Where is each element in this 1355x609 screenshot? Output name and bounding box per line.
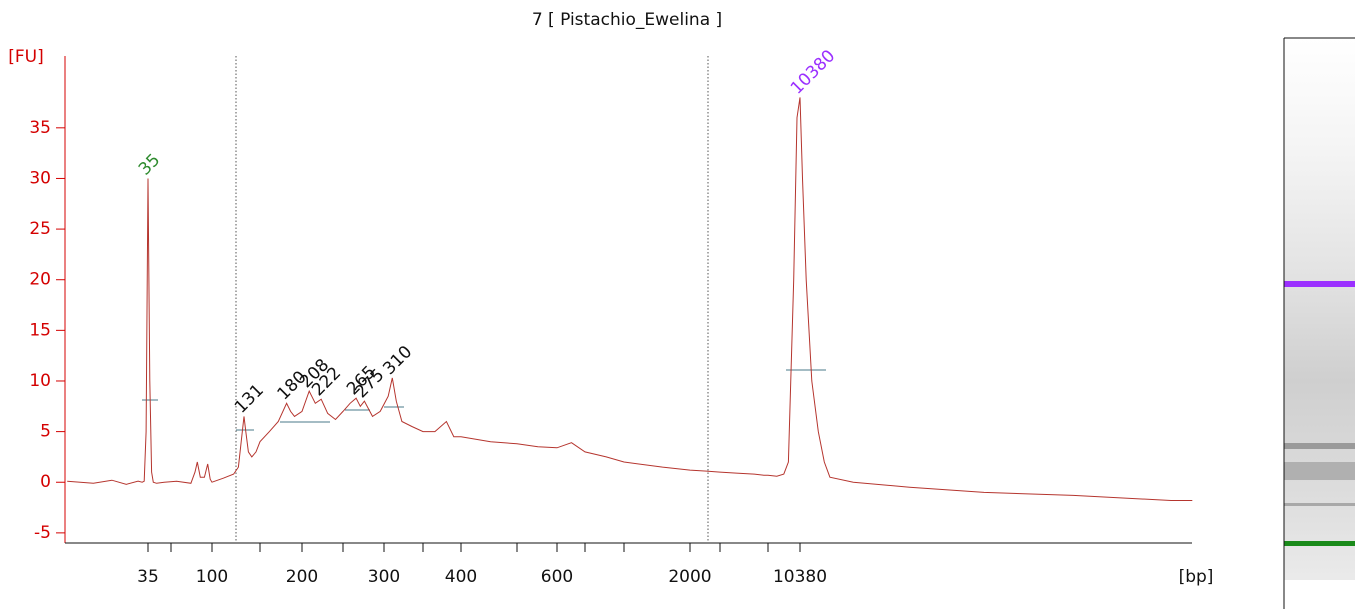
y-tick-label: 35 (29, 118, 51, 138)
gel-band (1284, 281, 1355, 287)
x-tick-label: 10380 (773, 567, 827, 587)
y-tick-label: 0 (40, 472, 51, 492)
x-tick-label: 100 (196, 567, 228, 587)
chart-title: 7 [ Pistachio_Ewelina ] (532, 10, 722, 30)
y-tick-label: 10 (29, 371, 51, 391)
y-tick-label: -5 (34, 523, 51, 543)
gel-background (1284, 38, 1355, 609)
x-tick-label: 200 (286, 567, 318, 587)
x-axis-label: [bp] (1179, 567, 1214, 587)
peak-label: 10380 (787, 46, 839, 98)
y-tick-label: 15 (29, 320, 51, 340)
gel-band (1284, 503, 1355, 506)
x-tick-label: 300 (368, 567, 400, 587)
x-tick-label: 400 (445, 567, 477, 587)
x-tick-label: 600 (541, 567, 573, 587)
gel-lane (1283, 37, 1355, 609)
y-tick-label: 25 (29, 219, 51, 239)
x-tick-label: 35 (137, 567, 159, 587)
gel-band (1284, 462, 1355, 480)
trace (67, 97, 1193, 501)
peak-label: 310 (379, 342, 416, 379)
y-tick-label: 20 (29, 270, 51, 290)
y-tick-label: 30 (29, 168, 51, 188)
gel-band (1284, 541, 1355, 546)
peak-label: 35 (135, 150, 164, 179)
gel-bottom (1284, 580, 1355, 609)
x-tick-label: 2000 (668, 567, 711, 587)
y-tick-label: 5 (40, 422, 51, 442)
gel-band (1284, 443, 1355, 449)
y-axis-label: [FU] (8, 47, 44, 67)
